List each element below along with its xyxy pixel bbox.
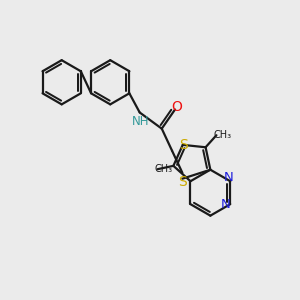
Text: O: O xyxy=(171,100,182,114)
Text: N: N xyxy=(221,198,231,211)
Text: NH: NH xyxy=(131,115,149,128)
Text: CH₃: CH₃ xyxy=(155,164,173,174)
Text: CH₃: CH₃ xyxy=(214,130,232,140)
Text: S: S xyxy=(178,175,187,189)
Text: S: S xyxy=(179,138,188,152)
Text: N: N xyxy=(224,171,234,184)
